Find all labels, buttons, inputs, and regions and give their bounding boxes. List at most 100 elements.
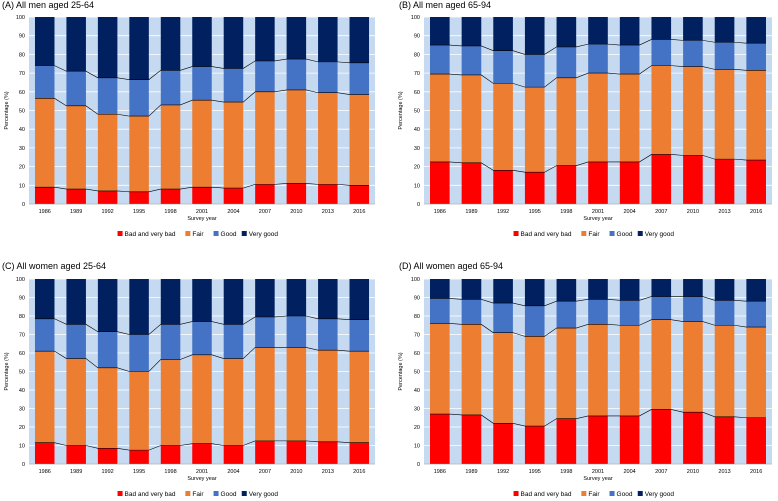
chart-title: (C) All women aged 25-64	[2, 261, 106, 271]
bar-very-good	[97, 279, 118, 332]
bar-fair	[461, 74, 482, 163]
bar-good	[255, 316, 275, 348]
y-tick-label: 30	[19, 407, 25, 413]
bar-fair	[255, 347, 275, 441]
bar-fair	[349, 94, 370, 186]
bar-fair	[160, 359, 181, 446]
legend-swatch-very-good	[241, 231, 247, 236]
y-tick-label: 10	[414, 183, 420, 189]
bar-very-good	[129, 17, 149, 80]
x-tick-label: 1986	[39, 209, 51, 215]
bar-very-good	[493, 17, 513, 51]
legend-label: Bad and very bad	[125, 231, 176, 238]
legend-label: Fair	[588, 491, 600, 498]
bar-good	[223, 68, 244, 103]
bar-fair	[493, 83, 513, 171]
bar-bad-and-very-bad	[223, 188, 244, 204]
series-line	[34, 440, 370, 451]
x-tick-label: 2010	[687, 209, 699, 215]
y-tick-label: 50	[414, 370, 420, 376]
x-axis-label: Survey year	[583, 216, 613, 222]
bar-good	[129, 79, 149, 117]
legend-label: Fair	[192, 491, 204, 498]
bar-very-good	[255, 17, 275, 61]
bar-bad-and-very-bad	[461, 414, 482, 464]
bar-good	[318, 318, 338, 351]
bar-good	[160, 70, 181, 105]
bar-fair	[34, 351, 55, 443]
bar-fair	[714, 69, 735, 160]
bar-bad-and-very-bad	[97, 448, 118, 464]
bar-good	[493, 50, 513, 84]
legend: Bad and very bad Fair Good Very good	[513, 491, 674, 498]
legend-swatch-fair	[581, 491, 587, 496]
bar-fair	[34, 98, 55, 188]
bar-fair	[714, 325, 735, 417]
y-tick-label: 20	[414, 425, 420, 431]
x-tick-label: 2013	[718, 209, 730, 215]
y-tick-label: 20	[19, 425, 25, 431]
bar-very-good	[430, 279, 450, 299]
bar-very-good	[160, 279, 181, 325]
bar-good	[556, 46, 577, 78]
bar-fair	[430, 74, 450, 162]
bar-good	[683, 40, 703, 67]
bar-good	[255, 60, 275, 92]
bar-fair	[651, 319, 672, 410]
bar-bad-and-very-bad	[683, 155, 703, 204]
bar-bad-and-very-bad	[286, 440, 307, 464]
bar-bad-and-very-bad	[66, 189, 86, 204]
bar-very-good	[556, 17, 577, 47]
x-tick-label: 2013	[322, 469, 334, 475]
bar-good	[430, 298, 450, 324]
x-tick-label: 2010	[687, 469, 699, 475]
bar-very-good	[746, 17, 766, 44]
legend-swatch-good	[609, 491, 615, 496]
bar-good	[556, 301, 577, 329]
bar-very-good	[318, 279, 338, 319]
bar-bad-and-very-bad	[430, 414, 450, 464]
y-tick-label: 0	[417, 462, 420, 468]
series-line	[430, 409, 766, 427]
bar-good	[223, 324, 244, 359]
bar-good	[286, 59, 307, 90]
bar-bad-and-very-bad	[714, 416, 735, 464]
x-axis-label: Survey year	[187, 476, 217, 482]
bar-very-good	[683, 17, 703, 41]
bar-bad-and-very-bad	[746, 160, 766, 204]
y-tick-label: 90	[414, 34, 420, 40]
y-tick-label: 0	[417, 202, 420, 208]
bar-very-good	[461, 279, 482, 300]
bar-good	[97, 331, 118, 368]
bar-very-good	[129, 279, 149, 335]
bar-very-good	[286, 17, 307, 60]
y-tick-label: 90	[414, 296, 420, 302]
legend-swatch-bad-and-very-bad	[117, 231, 123, 236]
series-line	[430, 154, 766, 173]
bar-very-good	[651, 279, 672, 297]
legend-swatch-good	[213, 491, 219, 496]
bar-very-good	[192, 279, 212, 322]
x-tick-label: 2004	[624, 469, 636, 475]
y-tick-label: 80	[19, 52, 25, 58]
x-tick-label: 2001	[592, 469, 604, 475]
series-line	[34, 58, 370, 80]
bar-fair	[286, 89, 307, 184]
chart-panel-2: 0 10 20 30 40 50 60 70 80 90 100 1986 1989 1992 1995 19…	[2, 261, 375, 498]
bar-fair	[349, 351, 370, 443]
x-tick-label: 1989	[465, 469, 477, 475]
x-tick-label: 2001	[196, 469, 208, 475]
bar-good	[318, 61, 338, 93]
series-line	[34, 89, 370, 117]
bar-very-good	[588, 17, 608, 45]
legend-swatch-very-good	[637, 491, 643, 496]
bar-good	[746, 301, 766, 328]
x-tick-label: 1995	[529, 209, 541, 215]
bar-very-good	[318, 17, 338, 62]
series-line	[430, 65, 766, 88]
bar-good	[683, 296, 703, 322]
bar-bad-and-very-bad	[349, 442, 370, 464]
y-tick-label: 10	[19, 444, 25, 450]
